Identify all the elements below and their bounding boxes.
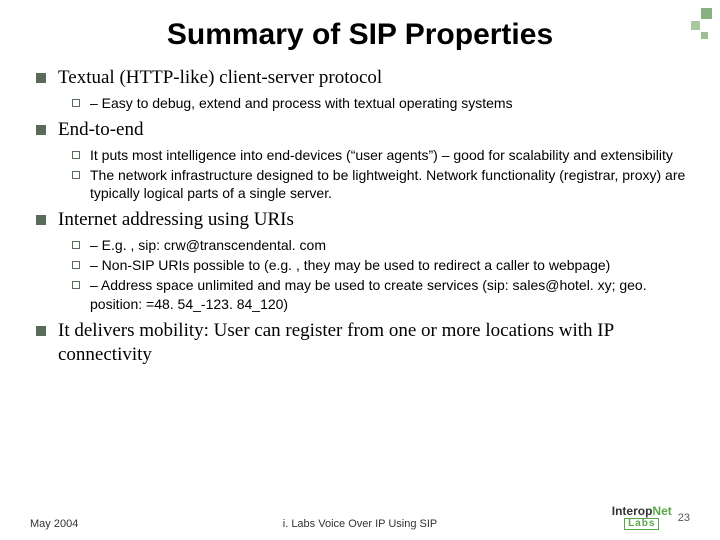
sub-bullet-text: – E.g. , sip: crw@transcendental. com: [90, 236, 326, 254]
bullet-item: Internet addressing using URIs: [36, 208, 690, 232]
interopnet-logo: InteropNet Labs: [612, 505, 672, 530]
sub-bullet-item: It puts most intelligence into end-devic…: [72, 146, 690, 164]
sub-bullet-item: The network infrastructure designed to b…: [72, 166, 690, 202]
corner-decoration: [678, 8, 712, 46]
sub-bullet-item: – Address space unlimited and may be use…: [72, 276, 690, 312]
slide-title: Summary of SIP Properties: [30, 18, 690, 52]
logo-text-net: Net: [652, 504, 671, 518]
sub-bullet-text: The network infrastructure designed to b…: [90, 166, 690, 202]
hollow-square-icon: [72, 241, 80, 249]
square-bullet-icon: [36, 215, 46, 225]
logo-text-main: Interop: [612, 504, 653, 518]
sub-bullet-text: – Easy to debug, extend and process with…: [90, 94, 513, 112]
hollow-square-icon: [72, 261, 80, 269]
bullet-text: Textual (HTTP-like) client-server protoc…: [58, 66, 382, 90]
sub-bullet-text: It puts most intelligence into end-devic…: [90, 146, 673, 164]
footer-date: May 2004: [30, 518, 78, 530]
sub-bullet-item: – Non-SIP URIs possible to (e.g. , they …: [72, 256, 690, 274]
bullet-item: Textual (HTTP-like) client-server protoc…: [36, 66, 690, 90]
bullet-text: Internet addressing using URIs: [58, 208, 294, 232]
hollow-square-icon: [72, 281, 80, 289]
bullet-item: It delivers mobility: User can register …: [36, 319, 690, 367]
sub-bullet-item: – E.g. , sip: crw@transcendental. com: [72, 236, 690, 254]
footer-title: i. Labs Voice Over IP Using SIP: [283, 518, 437, 530]
slide-footer: May 2004 i. Labs Voice Over IP Using SIP…: [30, 505, 690, 530]
hollow-square-icon: [72, 99, 80, 107]
sub-bullet-text: – Non-SIP URIs possible to (e.g. , they …: [90, 256, 610, 274]
bullet-text: End-to-end: [58, 118, 143, 142]
hollow-square-icon: [72, 171, 80, 179]
sub-bullet-item: – Easy to debug, extend and process with…: [72, 94, 690, 112]
bullet-item: End-to-end: [36, 118, 690, 142]
square-bullet-icon: [36, 73, 46, 83]
logo-text-labs: Labs: [624, 518, 659, 530]
hollow-square-icon: [72, 151, 80, 159]
slide: Summary of SIP Properties Textual (HTTP-…: [0, 0, 720, 540]
page-number: 23: [678, 512, 690, 524]
bullet-text: It delivers mobility: User can register …: [58, 319, 690, 367]
sub-bullet-text: – Address space unlimited and may be use…: [90, 276, 690, 312]
square-bullet-icon: [36, 326, 46, 336]
slide-content: Textual (HTTP-like) client-server protoc…: [30, 66, 690, 366]
footer-right: InteropNet Labs 23: [612, 505, 690, 530]
square-bullet-icon: [36, 125, 46, 135]
